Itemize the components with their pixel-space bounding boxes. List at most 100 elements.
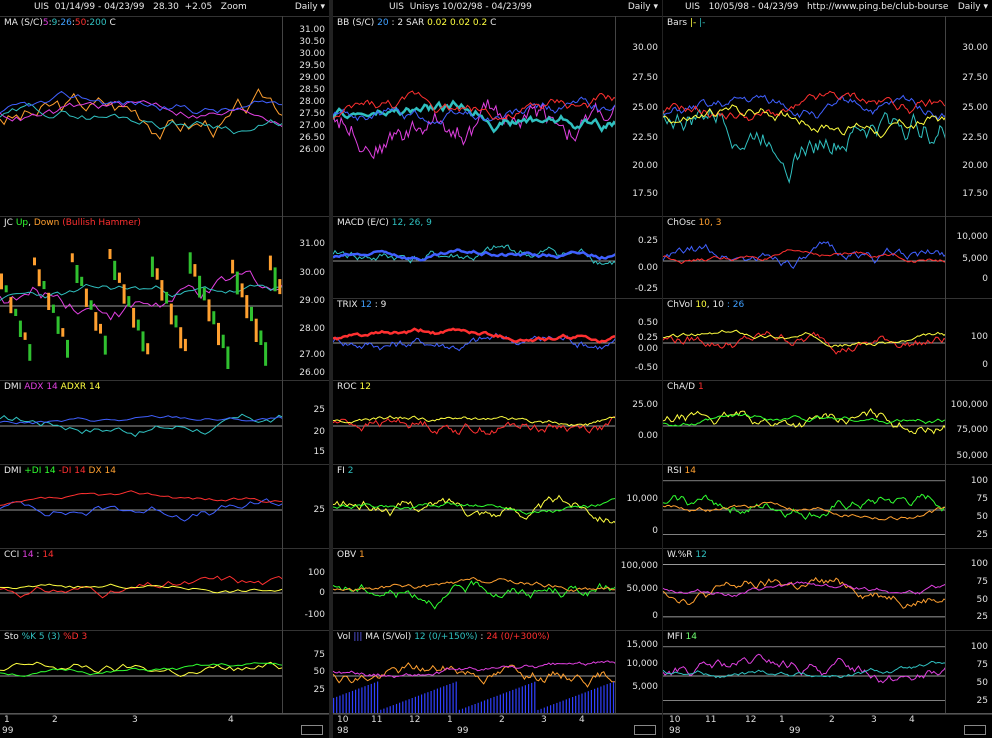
axis-tick-label: 25: [976, 529, 988, 540]
axis-tick-label: 0: [652, 611, 658, 622]
scroll-handle[interactable]: [964, 725, 986, 735]
indicator-panel[interactable]: Sto %K 5 (3) %D 3 75 50 25: [0, 630, 329, 715]
indicator-panel[interactable]: ChOsc 10, 3 10,000 5,000 0: [663, 216, 992, 299]
volume-bar: [502, 693, 504, 714]
indicator-panel[interactable]: RSI 14 100 75 50 25: [663, 464, 992, 549]
axis-tick-label: 28.00: [299, 324, 325, 335]
indicator-legend[interactable]: DMI ADX 14 ADXR 14: [4, 382, 100, 392]
legend-text: ChVol: [667, 300, 693, 310]
indicator-plot: [663, 646, 946, 701]
indicator-panel[interactable]: DMI +DI 14 -DI 14 DX 14 25: [0, 464, 329, 549]
indicator-panel[interactable]: W.%R 12 100 75 50 25: [663, 548, 992, 631]
column-title: UIS 01/14/99 - 04/23/99 28.30 +2.05 Zoom: [34, 2, 247, 12]
axis-tick-label: 5,000: [962, 253, 988, 264]
candle: [183, 338, 187, 352]
indicator-legend[interactable]: Vol ||| MA (S/Vol) 12 (0/+150%) : 24 (0/…: [337, 632, 550, 642]
indicator-line: [0, 583, 283, 594]
indicator-legend[interactable]: CCI 14 : 14: [4, 550, 54, 560]
indicator-panel[interactable]: CCI 14 : 14 100 0 -100: [0, 548, 329, 631]
indicator-legend[interactable]: MACD (E/C) 12, 26, 9: [337, 218, 432, 228]
indicator-line: [663, 90, 946, 122]
axis-tick-label: 29.50: [299, 61, 325, 71]
volume-bar: [361, 687, 363, 714]
legend-text: BB (S/C): [337, 18, 375, 28]
indicator-panel[interactable]: MA (S/C)5:9:26:50:200 C 31.00 30.50 30.00 29…: [0, 16, 329, 217]
indicator-legend[interactable]: OBV 1: [337, 550, 365, 560]
indicator-line: [333, 99, 616, 134]
indicator-legend[interactable]: RSI 14: [667, 466, 696, 476]
indicator-legend[interactable]: ROC 12: [337, 382, 371, 392]
axis-tick-label: 0.50: [637, 317, 658, 328]
indicator-panel[interactable]: MACD (E/C) 12, 26, 9 0.25 0.00 -0.25: [333, 216, 662, 299]
axis-tick-label: 0.25: [637, 235, 658, 246]
volume-bar: [568, 698, 570, 714]
volume-bar: [496, 695, 498, 714]
volume-bar: [606, 684, 608, 714]
price-axis: 0.50 0.25 0.00 -0.50: [615, 298, 662, 380]
indicator-panel[interactable]: FI 2 10,000 0: [333, 464, 662, 549]
legend-text: DMI: [4, 382, 22, 392]
indicator-legend[interactable]: ChOsc 10, 3: [667, 218, 721, 228]
volume-bar: [575, 695, 577, 714]
indicator-legend[interactable]: BB (S/C) 20 : 2 SAR 0.02 0.02 0.2 C: [337, 18, 496, 28]
candle: [108, 249, 112, 259]
axis-tick-label: 100: [970, 475, 988, 486]
indicator-panel[interactable]: OBV 1 100,000 50,000 0: [333, 548, 662, 631]
legend-text: |||: [350, 632, 363, 642]
time-axis: 10 11 12 1 2 3 4 98 99: [663, 713, 992, 738]
axis-tick-label: 50: [313, 667, 325, 677]
indicator-line: [663, 501, 946, 521]
axis-tick-label: 75: [313, 650, 325, 661]
period-select[interactable]: Daily ▾: [957, 2, 988, 12]
indicator-legend[interactable]: W.%R 12: [667, 550, 707, 560]
indicator-legend[interactable]: MFI 14: [667, 632, 697, 642]
candle: [99, 323, 102, 334]
indicator-panel[interactable]: Vol ||| MA (S/Vol) 12 (0/+150%) : 24 (0/…: [333, 630, 662, 715]
indicator-panel[interactable]: ChVol 10, 10 : 26 100 0: [663, 298, 992, 381]
volume-bar: [509, 691, 511, 714]
period-select[interactable]: Daily ▾: [294, 2, 325, 12]
legend-text: : 9: [371, 300, 387, 310]
axis-tick-label: 27.50: [962, 73, 988, 83]
indicator-legend[interactable]: DMI +DI 14 -DI 14 DX 14: [4, 466, 116, 476]
period-select[interactable]: Daily ▾: [627, 2, 658, 12]
volume-bar: [490, 698, 492, 714]
indicator-panel[interactable]: DMI ADX 14 ADXR 14 25 20 15: [0, 380, 329, 465]
indicator-panel[interactable]: JC Up, Down (Bullish Hammer) 31.00 30.00 29…: [0, 216, 329, 381]
scroll-handle[interactable]: [301, 725, 323, 735]
volume-bar: [333, 697, 335, 714]
legend-text: 5: [42, 18, 49, 28]
indicator-panel[interactable]: BB (S/C) 20 : 2 SAR 0.02 0.02 0.2 C 30.00…: [333, 16, 662, 217]
zoom-button[interactable]: Zoom: [220, 2, 247, 12]
indicator-legend[interactable]: MA (S/C)5:9:26:50:200 C: [4, 18, 116, 28]
indicator-legend[interactable]: JC Up, Down (Bullish Hammer): [4, 218, 141, 228]
indicator-legend[interactable]: TRIX 12 : 9: [337, 300, 386, 310]
time-axis-label: 12: [409, 715, 421, 725]
indicator-line: [0, 413, 283, 438]
indicator-line: [333, 416, 616, 436]
indicator-plot: [333, 244, 616, 266]
indicator-panel[interactable]: MFI 14 100 75 50 25: [663, 630, 992, 715]
scroll-handle[interactable]: [634, 725, 656, 735]
axis-tick-label: 100: [970, 641, 988, 652]
time-axis-label: 10: [669, 715, 681, 725]
indicator-legend[interactable]: FI 2: [337, 466, 353, 476]
axis-tick-label: 25: [313, 505, 325, 516]
candle: [212, 311, 216, 325]
indicator-legend[interactable]: ChVol 10, 10 : 26: [667, 300, 744, 310]
indicator-legend[interactable]: Sto %K 5 (3) %D 3: [4, 632, 87, 642]
column-header: UIS Unisys 10/02/98 - 04/23/99 Daily ▾: [333, 0, 662, 17]
indicator-panel[interactable]: ROC 12 25.00 0.00: [333, 380, 662, 465]
candle: [179, 327, 183, 349]
indicator-legend[interactable]: ChA/D 1: [667, 382, 704, 392]
column-title: UIS 10/05/98 - 04/23/99 http://www.ping.…: [685, 2, 949, 12]
indicator-line: [0, 662, 283, 677]
candle: [193, 264, 197, 277]
axis-tick-label: 30.00: [299, 49, 325, 59]
indicator-panel[interactable]: ChA/D 1 100,000 75,000 50,000: [663, 380, 992, 465]
axis-tick-label: 0: [982, 274, 988, 285]
indicator-panel[interactable]: Bars |- |- 30.00 27.50 25.00 22.50 20.00 17.50: [663, 16, 992, 217]
axis-tick-label: 0.00: [637, 343, 658, 354]
indicator-panel[interactable]: TRIX 12 : 9 0.50 0.25 0.00 -0.50: [333, 298, 662, 381]
indicator-legend[interactable]: Bars |- |-: [667, 18, 705, 28]
